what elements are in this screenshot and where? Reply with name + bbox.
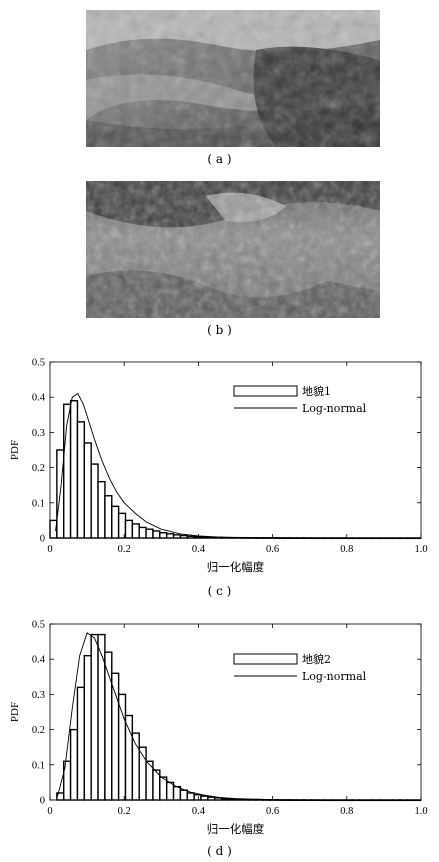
- histogram-bar: [84, 443, 91, 538]
- y-tick-label: 0: [40, 534, 45, 545]
- histogram-bar: [194, 795, 201, 800]
- legend-histogram-label: 地貌2: [302, 652, 331, 666]
- histogram-bar: [119, 694, 126, 800]
- terrain-photo-b: [86, 181, 380, 318]
- histogram-bar: [71, 730, 78, 800]
- caption-d: ( d ): [0, 844, 439, 858]
- x-tick-label: 0.4: [192, 806, 206, 817]
- x-tick-label: 0: [47, 806, 52, 817]
- legend-line-label: Log-normal: [302, 670, 367, 683]
- histogram-bar: [91, 635, 98, 800]
- histogram-bar: [77, 422, 84, 538]
- y-axis-label: PDF: [9, 440, 21, 460]
- x-tick-label: 1.0: [414, 806, 427, 817]
- y-tick-label: 0: [40, 796, 45, 807]
- y-tick-label: 0.4: [32, 393, 46, 404]
- y-tick-label: 0.2: [32, 463, 45, 474]
- x-axis-label: 归一化幅度: [207, 822, 265, 836]
- y-tick-label: 0.1: [32, 760, 45, 771]
- legend-histogram-swatch: [234, 386, 297, 396]
- y-axis-label: PDF: [9, 702, 21, 722]
- y-tick-label: 0.4: [32, 655, 46, 666]
- histogram-bar: [132, 733, 139, 800]
- terrain-photo-a: [86, 10, 380, 147]
- x-tick-label: 0.6: [266, 544, 279, 555]
- histogram-bar: [208, 797, 215, 800]
- histogram-bar: [125, 520, 132, 538]
- chart-d-svg: 0 0.1 0.2 0.3 0.4 0.5 0 0.2 0.4 0.6 0.8 1.0 PDF 归一化幅度…: [0, 612, 439, 862]
- x-tick-label: 0.8: [340, 806, 353, 817]
- histogram-bar: [98, 635, 105, 800]
- histogram-bar: [139, 527, 146, 538]
- histogram-bar: [160, 777, 167, 800]
- x-tick-label: 0.6: [266, 806, 279, 817]
- caption-c: ( c ): [0, 584, 439, 598]
- histogram-bar: [91, 464, 98, 538]
- caption-b: ( b ): [0, 323, 439, 337]
- histogram-bar: [167, 782, 174, 800]
- histogram-bar: [98, 482, 105, 538]
- histogram-bar: [146, 529, 153, 538]
- x-tick-label: 1.0: [414, 544, 427, 555]
- histogram-bar: [160, 533, 167, 538]
- x-tick-label: 0.8: [340, 544, 353, 555]
- y-tick-label: 0.5: [32, 620, 45, 631]
- x-tick-label: 0.2: [118, 806, 131, 817]
- histogram-bar: [174, 787, 181, 800]
- x-tick-label: 0.2: [118, 544, 131, 555]
- x-tick-label: 0.4: [192, 544, 206, 555]
- caption-a: ( a ): [0, 152, 439, 166]
- legend-histogram-label: 地貌1: [302, 384, 331, 398]
- histogram-bar: [187, 793, 194, 800]
- histogram-bar: [132, 524, 139, 538]
- histogram-bar: [105, 496, 112, 538]
- histogram-bar: [153, 531, 160, 538]
- histogram-bar: [77, 687, 84, 800]
- chart-c: 0 0.1 0.2 0.3 0.4 0.5 0 0.2 0.4 0.6 0.8 1.0 PDF 归一化幅度…: [0, 350, 439, 600]
- chart-d: 0 0.1 0.2 0.3 0.4 0.5 0 0.2 0.4 0.6 0.8 1.0 PDF 归一化幅度…: [0, 612, 439, 862]
- y-tick-label: 0.2: [32, 725, 45, 736]
- histogram-bar: [112, 506, 119, 538]
- histogram-bar: [201, 796, 208, 800]
- y-tick-label: 0.3: [32, 428, 45, 439]
- y-tick-label: 0.3: [32, 690, 45, 701]
- legend-histogram-swatch: [234, 654, 297, 664]
- histogram-bar: [125, 716, 132, 800]
- y-tick-label: 0.5: [32, 358, 45, 369]
- chart-c-svg: 0 0.1 0.2 0.3 0.4 0.5 0 0.2 0.4 0.6 0.8 1.0 PDF 归一化幅度…: [0, 350, 439, 600]
- histogram-bar: [84, 656, 91, 800]
- x-tick-label: 0: [47, 544, 52, 555]
- histogram-bar: [71, 401, 78, 538]
- histogram-bar: [174, 535, 181, 538]
- histogram-bar: [180, 790, 187, 800]
- legend-line-label: Log-normal: [302, 402, 367, 415]
- x-axis-label: 归一化幅度: [207, 560, 265, 574]
- y-tick-label: 0.1: [32, 498, 45, 509]
- histogram-bar: [167, 534, 174, 538]
